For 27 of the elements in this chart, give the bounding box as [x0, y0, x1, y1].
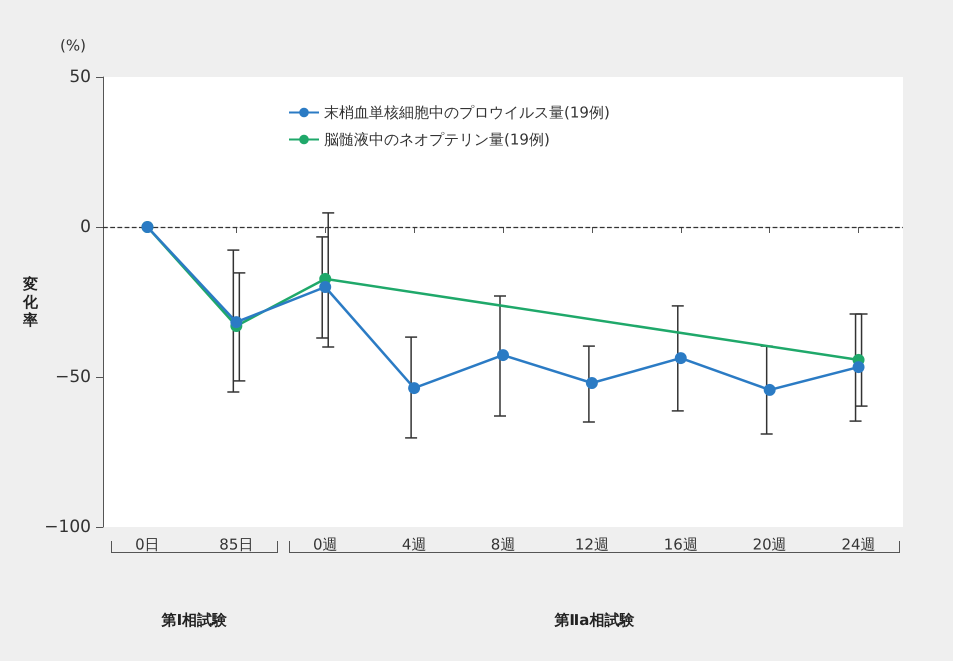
x-tick-label: 20週	[752, 536, 787, 554]
y-tick-label: 0	[80, 217, 91, 237]
x-tick-label: 24週	[842, 536, 876, 554]
text: 第Ⅱa相試験	[553, 611, 636, 629]
text: 第Ⅰ相試験	[160, 611, 228, 629]
x-tick-label: 0日	[135, 536, 160, 554]
y-tick-label: −50	[55, 367, 91, 387]
x-tick-label: 12週	[574, 536, 609, 554]
point	[586, 377, 598, 389]
point	[408, 382, 420, 394]
legend-label: 末梢血単核細胞中のプロウイルス量(19例)	[324, 104, 610, 122]
y-tick-label: −100	[44, 517, 91, 537]
point	[497, 349, 509, 362]
x-tick-label: 8週	[490, 536, 516, 554]
point	[230, 316, 242, 328]
legend-label: 脳髄液中のネオプテリン量(19例)	[324, 130, 550, 148]
x-tick-label: 85日	[219, 536, 254, 554]
point	[852, 361, 865, 374]
point	[319, 281, 332, 293]
x-tick-label: 4週	[402, 536, 426, 554]
x-tick-label: 16週	[664, 536, 698, 554]
point	[674, 352, 687, 364]
text: (%)	[60, 36, 86, 54]
x-tick-label: 0週	[312, 536, 338, 554]
point	[764, 384, 776, 396]
y-tick-label: 50	[69, 67, 91, 87]
y-axis-title: 変化率	[22, 275, 39, 329]
